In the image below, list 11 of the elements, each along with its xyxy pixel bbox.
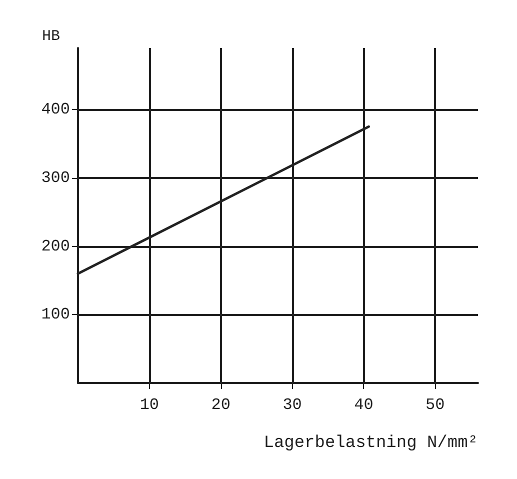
y-tick-label: 400 <box>41 100 70 119</box>
y-tick-label: 300 <box>41 168 70 187</box>
x-axis-title: Lagerbelastning N/mm² <box>264 434 478 453</box>
y-tick-label: 100 <box>41 306 70 324</box>
x-tick-label: 50 <box>426 396 445 414</box>
x-tick-label: 10 <box>140 396 160 414</box>
x-tick-label: 40 <box>354 396 374 414</box>
y-axis-title: HB <box>42 28 60 45</box>
x-tick-label: 20 <box>211 396 230 414</box>
x-tick-label: 30 <box>282 396 302 414</box>
y-tick-label: 200 <box>41 237 70 256</box>
